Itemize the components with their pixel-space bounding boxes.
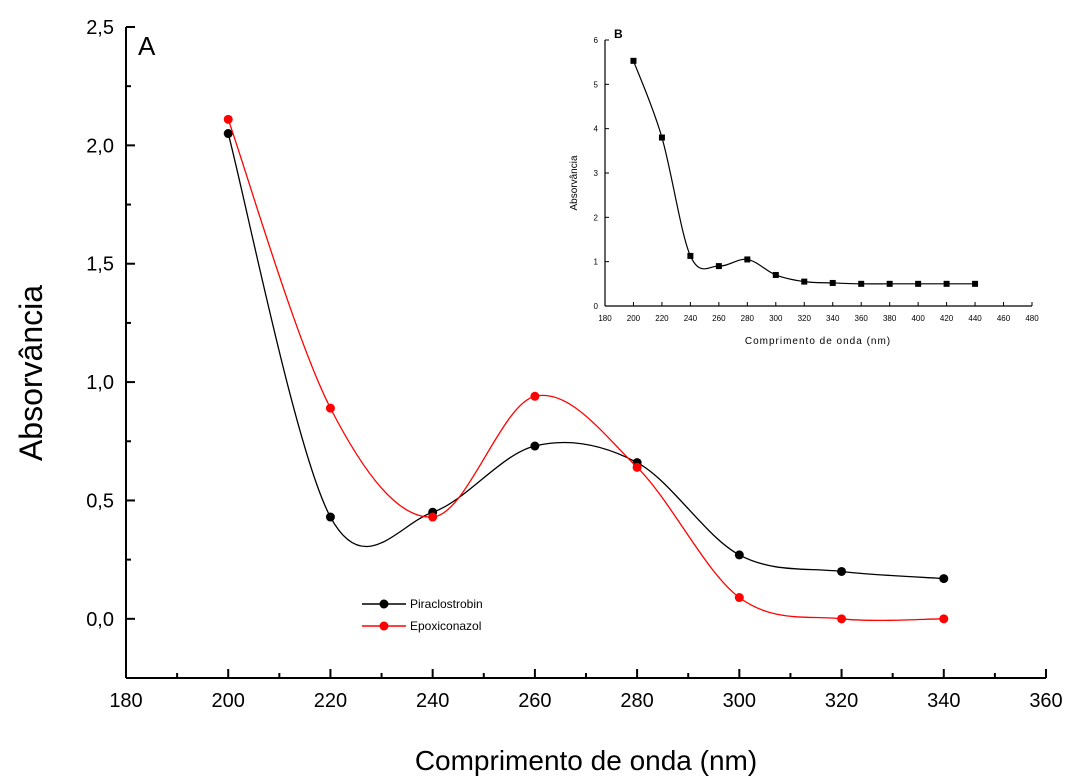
main-data-point — [530, 391, 540, 401]
main-x-tick-label: 180 — [109, 690, 142, 712]
main-data-point — [734, 593, 744, 603]
main-x-tick-label: 240 — [416, 690, 449, 712]
main-data-point — [939, 614, 949, 624]
main-x-tick-label: 360 — [1029, 690, 1062, 712]
main-data-point — [428, 512, 438, 522]
inset-x-tick-label: 320 — [798, 314, 812, 323]
main-y-tick-label: 1,0 — [86, 372, 114, 394]
inset-x-tick-label: 420 — [940, 314, 954, 323]
main-plot: 0,00,51,01,52,02,5 180 200 220 240 260 280 300… — [13, 17, 1063, 776]
inset-y-tick-label: 0 — [594, 302, 599, 311]
inset-data-point — [715, 263, 722, 270]
inset-y-axis-title: Absorvância — [569, 155, 580, 210]
inset-data-point — [829, 279, 836, 286]
inset-x-tick-label: 200 — [627, 314, 641, 323]
inset-x-tick-label: 240 — [684, 314, 698, 323]
legend-marker-epoxiconazol — [379, 621, 389, 631]
inset-series — [630, 57, 979, 287]
main-y-tick-label: 1,5 — [86, 254, 114, 276]
inset-x-tick-label: 260 — [712, 314, 726, 323]
main-y-tick-label: 0,0 — [86, 609, 114, 631]
panel-label-b: B — [614, 27, 623, 41]
main-data-point — [325, 403, 335, 413]
panel-label-a: A — [138, 31, 156, 61]
inset-data-point — [858, 280, 865, 287]
legend-label-piraclostrobin: Piraclostrobin — [410, 597, 483, 611]
inset-y-tick-label: 3 — [594, 169, 599, 178]
main-y-axis-title: Absorvância — [13, 285, 49, 461]
inset-x-tick-label: 340 — [826, 314, 840, 323]
inset-data-point — [801, 278, 808, 285]
inset-data-point — [915, 280, 922, 287]
inset-x-tick-label: 440 — [968, 314, 982, 323]
inset-plot: 0 1 2 3 4 5 6 180 200 220 240 260 280 300 320 340 360 38… — [569, 27, 1039, 347]
inset-x-axis-title: Comprimento de onda (nm) — [745, 336, 891, 347]
main-x-tick-label: 200 — [212, 690, 245, 712]
inset-x-tick-label: 180 — [598, 314, 612, 323]
main-data-point — [632, 462, 642, 472]
inset-y-tick-label: 6 — [594, 36, 599, 45]
inset-y-tick-label: 5 — [594, 80, 599, 89]
main-data-point — [939, 574, 949, 584]
inset-x-tick-label: 280 — [741, 314, 755, 323]
main-data-point — [734, 550, 744, 560]
legend-label-epoxiconazol: Epoxiconazol — [410, 619, 481, 633]
main-series-line — [227, 119, 944, 622]
inset-x-tick-label: 380 — [883, 314, 897, 323]
inset-x-tick-label: 220 — [655, 314, 669, 323]
main-x-tick-label: 320 — [825, 690, 858, 712]
main-x-tick-label: 280 — [620, 690, 653, 712]
inset-x-tick-label: 460 — [997, 314, 1011, 323]
inset-x-ticks: 180 200 220 240 260 280 300 320 340 360 380 400 420 4… — [598, 302, 1039, 323]
inset-data-point — [630, 57, 637, 64]
main-y-tick-label: 2,0 — [86, 135, 114, 157]
main-x-axis-title: Comprimento de onda (nm) — [415, 745, 757, 776]
inset-series-line — [632, 60, 976, 285]
inset-data-point — [943, 280, 950, 287]
inset-y-tick-label: 1 — [594, 258, 599, 267]
inset-x-tick-label: 480 — [1025, 314, 1039, 323]
main-y-ticks: 0,0 0,5 1,0 1,5 2,0 2,5 — [86, 17, 135, 679]
main-data-point — [837, 614, 847, 624]
main-series-line — [227, 133, 944, 580]
inset-x-tick-label: 300 — [769, 314, 783, 323]
main-x-tick-label: 220 — [314, 690, 347, 712]
inset-data-point — [687, 252, 694, 259]
main-data-point — [530, 441, 540, 451]
main-data-point — [837, 566, 847, 576]
inset-data-point — [744, 256, 751, 263]
main-x-tick-label: 340 — [927, 690, 960, 712]
inset-y-tick-label: 2 — [594, 213, 599, 222]
main-data-point — [325, 512, 335, 522]
main-x-ticks: 180 200 220 240 260 280 300 320 340 360 — [109, 669, 1063, 712]
main-y-tick-label: 0,5 — [86, 490, 114, 512]
legend: Piraclostrobin Epoxiconazol — [362, 597, 483, 633]
inset-y-tick-label: 4 — [594, 125, 599, 134]
main-y-tick-label: 2,5 — [86, 17, 114, 39]
inset-data-point — [772, 271, 779, 278]
legend-marker-piraclostrobin — [379, 599, 389, 609]
inset-y-ticks: 0 1 2 3 4 5 6 — [594, 36, 609, 311]
inset-x-tick-label: 360 — [855, 314, 869, 323]
main-x-tick-label: 300 — [723, 690, 756, 712]
inset-data-point — [886, 280, 893, 287]
main-x-tick-label: 260 — [518, 690, 551, 712]
inset-data-point — [972, 280, 979, 287]
main-data-point — [223, 129, 233, 139]
main-series — [223, 114, 949, 624]
inset-data-point — [658, 134, 665, 141]
inset-x-tick-label: 400 — [911, 314, 925, 323]
main-data-point — [223, 114, 233, 124]
